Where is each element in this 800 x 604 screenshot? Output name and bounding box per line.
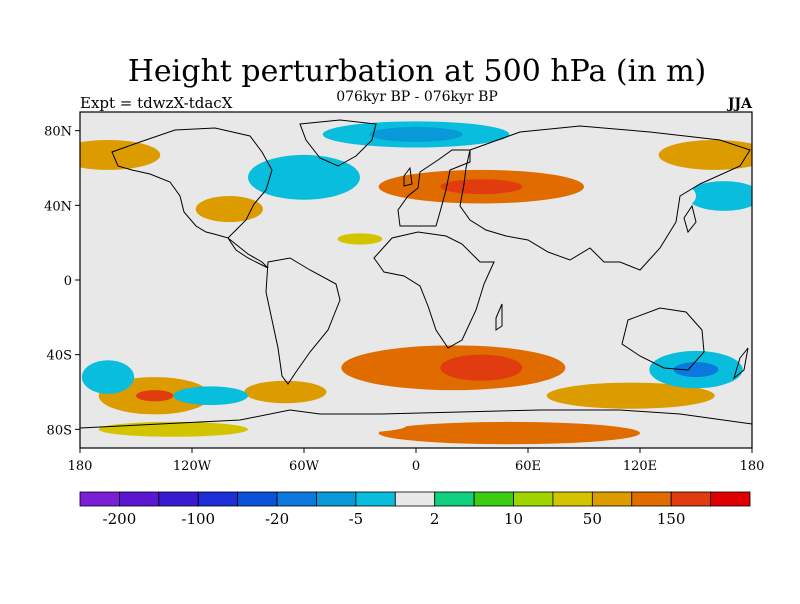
lat-tick-label-1: 40N <box>44 199 72 214</box>
lon-tick-label-4: 60E <box>515 459 541 474</box>
contour-region-11 <box>337 233 383 245</box>
coastline-asia <box>459 125 751 271</box>
lon-tick-label-6: 180 <box>740 459 765 474</box>
contour-region-5 <box>658 140 752 170</box>
colorbar-cell-15 <box>670 491 711 507</box>
contour-region-18 <box>686 181 752 211</box>
contour-region-13 <box>98 421 249 437</box>
experiment-label: Expt = tdwzX-tdacX <box>80 94 233 112</box>
colorbar-cell-7 <box>355 491 396 507</box>
contour-region-6 <box>546 382 715 409</box>
coastline-greenland <box>299 119 377 167</box>
lon-tick-label-5: 120E <box>623 459 657 474</box>
colorbar-cell-5 <box>276 491 317 507</box>
contour-region-25 <box>220 324 276 348</box>
contour-region-17 <box>80 175 164 206</box>
colorbar-cell-13 <box>591 491 633 507</box>
colorbar: -200 -100 -20 -5 2 10 50 150 <box>79 491 751 528</box>
colorbar-cell-1 <box>119 491 160 507</box>
contour-region-24 <box>416 306 472 329</box>
colorbar-cell-6 <box>316 491 357 507</box>
colorbar-cell-11 <box>513 491 554 507</box>
colorbar-cell-14 <box>631 491 672 507</box>
colorbar-cell-16 <box>710 491 751 507</box>
coastline-new-zealand <box>733 347 749 380</box>
lon-tick-label-2: 60W <box>289 459 320 474</box>
colorbar-cell-8 <box>394 491 436 507</box>
contour-fills <box>80 121 752 445</box>
latitude-axis: 80N 40N 0 40S 80S <box>44 125 80 438</box>
colorbar-label-4: 2 <box>430 510 440 528</box>
contour-region-3 <box>440 179 523 195</box>
contour-region-12 <box>378 421 640 445</box>
contour-region-20 <box>673 362 719 378</box>
colorbar-cell-12 <box>552 491 593 507</box>
colorbar-label-2: -20 <box>265 510 289 528</box>
colorbar-cells <box>79 491 751 507</box>
contour-region-15 <box>369 126 463 142</box>
contour-region-16 <box>248 154 360 200</box>
colorbar-label-7: 150 <box>657 510 686 528</box>
contour-region-29 <box>276 418 407 434</box>
coastline-madagascar <box>495 303 503 331</box>
coastline-south-america <box>265 257 341 385</box>
contour-region-22 <box>173 386 248 406</box>
coastline-uk <box>403 166 413 187</box>
plot-subtitle: 076kyr BP - 076kyr BP <box>336 89 498 105</box>
coastline-africa <box>373 231 495 349</box>
colorbar-cell-2 <box>158 491 199 507</box>
lon-tick-label-3: 0 <box>412 459 420 474</box>
contour-region-27 <box>602 177 696 215</box>
colorbar-label-1: -100 <box>181 510 215 528</box>
coastline-antarctica <box>80 409 752 429</box>
contour-region-28 <box>593 233 650 253</box>
colorbar-label-0: -200 <box>103 510 137 528</box>
contour-region-26 <box>621 309 697 333</box>
contour-region-10 <box>195 196 263 223</box>
colorbar-label-3: -5 <box>349 510 364 528</box>
lon-tick-label-1: 120W <box>173 459 212 474</box>
contour-region-23 <box>136 324 211 355</box>
lat-tick-label-2: 0 <box>64 274 72 289</box>
lat-tick-label-3: 40S <box>47 349 72 364</box>
coastline-japan <box>683 204 697 234</box>
colorbar-cell-10 <box>473 491 514 507</box>
colorbar-cell-4 <box>237 491 278 507</box>
colorbar-cell-9 <box>434 491 475 507</box>
longitude-axis: 180 120W 60W 0 60E 120E 180 <box>68 448 765 474</box>
colorbar-labels: -200 -100 -20 -5 2 10 50 150 <box>103 510 686 528</box>
coastlines <box>80 119 752 429</box>
map-panel: 80N 40N 0 40S 80S 180 120W 60W 0 60E 120E 180 <box>44 111 765 474</box>
lon-tick-label-0: 180 <box>68 459 93 474</box>
lat-tick-label-4: 80S <box>47 423 72 438</box>
colorbar-label-5: 10 <box>504 510 523 528</box>
colorbar-label-6: 50 <box>583 510 602 528</box>
plot-title: Height perturbation at 500 hPa (in m) <box>128 54 706 89</box>
colorbar-cell-0 <box>79 491 120 507</box>
lat-tick-label-0: 80N <box>44 125 72 140</box>
colorbar-cell-3 <box>197 491 239 507</box>
contour-region-1 <box>440 354 523 381</box>
season-label: JJA <box>726 96 753 112</box>
coastline-north-america <box>111 127 273 239</box>
contour-region-4 <box>80 140 161 170</box>
contour-region-21 <box>81 360 135 394</box>
contour-region-8 <box>136 390 174 402</box>
contour-region-9 <box>244 380 327 404</box>
coastline-australia <box>621 307 705 371</box>
